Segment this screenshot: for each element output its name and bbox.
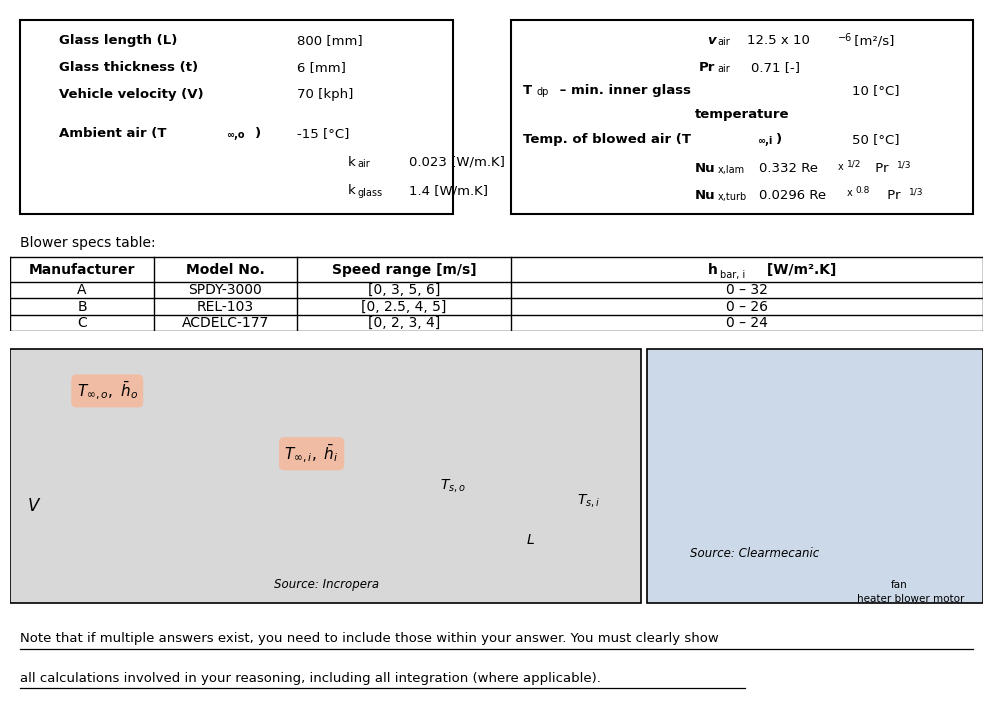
Text: 1/3: 1/3 (910, 188, 923, 197)
Text: air: air (717, 64, 730, 74)
Text: 0 – 24: 0 – 24 (726, 316, 768, 330)
FancyBboxPatch shape (20, 20, 453, 214)
Text: Source: Incropera: Source: Incropera (274, 578, 378, 591)
Text: $T_{s,i}$: $T_{s,i}$ (577, 492, 601, 509)
Text: 0.0296 Re: 0.0296 Re (760, 189, 826, 202)
Text: heater blower motor: heater blower motor (857, 594, 964, 604)
FancyBboxPatch shape (647, 349, 983, 603)
Text: Nu: Nu (695, 162, 715, 175)
Text: 800 [mm]: 800 [mm] (297, 35, 362, 47)
FancyBboxPatch shape (511, 20, 973, 214)
Text: 0 – 32: 0 – 32 (726, 283, 768, 297)
Text: $L$: $L$ (526, 533, 535, 547)
Text: Model No.: Model No. (186, 262, 265, 276)
Text: glass: glass (357, 188, 382, 197)
Text: Vehicle velocity (V): Vehicle velocity (V) (59, 88, 204, 101)
Text: 1.4 [W/m.K]: 1.4 [W/m.K] (409, 185, 488, 197)
Text: ∞,i: ∞,i (758, 136, 773, 146)
Text: A: A (77, 283, 86, 297)
Text: dp: dp (536, 87, 549, 97)
Text: $T_{\infty,i},\ \bar{h}_i$: $T_{\infty,i},\ \bar{h}_i$ (284, 443, 339, 465)
Text: 50 [°C]: 50 [°C] (852, 133, 900, 146)
Text: – min. inner glass: – min. inner glass (555, 84, 691, 97)
Text: 1/2: 1/2 (847, 160, 861, 168)
Text: bar, i: bar, i (720, 270, 745, 280)
Text: temperature: temperature (694, 109, 789, 121)
Text: k: k (348, 156, 355, 168)
Text: Glass thickness (t): Glass thickness (t) (59, 61, 198, 74)
Text: REL-103: REL-103 (197, 300, 254, 314)
Text: all calculations involved in your reasoning, including all integration (where ap: all calculations involved in your reason… (20, 672, 601, 685)
Text: 12.5 x 10: 12.5 x 10 (747, 35, 809, 47)
Text: $V$: $V$ (27, 497, 42, 515)
Text: x,lam: x,lam (717, 165, 745, 175)
Text: fan: fan (891, 580, 908, 589)
Text: T: T (522, 84, 532, 97)
Text: SPDY-3000: SPDY-3000 (189, 283, 262, 297)
Text: 10 [°C]: 10 [°C] (852, 84, 900, 97)
Text: 1/3: 1/3 (898, 161, 912, 170)
Text: [m²/s]: [m²/s] (850, 35, 894, 47)
Text: Source: Clearmecanic: Source: Clearmecanic (690, 547, 819, 560)
Text: Temp. of blowed air (T: Temp. of blowed air (T (522, 133, 691, 146)
Text: [0, 2, 3, 4]: [0, 2, 3, 4] (368, 316, 440, 330)
Text: Speed range [m/s]: Speed range [m/s] (332, 262, 477, 276)
Text: 0 – 26: 0 – 26 (726, 300, 768, 314)
Text: B: B (77, 300, 86, 314)
Text: Manufacturer: Manufacturer (29, 262, 135, 276)
Text: Note that if multiple answers exist, you need to include those within your answe: Note that if multiple answers exist, you… (20, 632, 718, 645)
Text: −6: −6 (838, 32, 852, 43)
Text: [W/m².K]: [W/m².K] (762, 262, 836, 276)
Text: air: air (357, 159, 370, 169)
Text: Nu: Nu (695, 189, 715, 202)
Text: 6 [mm]: 6 [mm] (297, 61, 346, 74)
Text: Pr: Pr (883, 189, 901, 202)
Text: h: h (708, 262, 718, 276)
Text: Ambient air (T: Ambient air (T (59, 127, 166, 140)
FancyBboxPatch shape (10, 349, 640, 603)
Text: ): ) (255, 127, 261, 140)
Text: $T_{\infty,o},\ \bar{h}_o$: $T_{\infty,o},\ \bar{h}_o$ (76, 380, 138, 402)
Text: 0.332 Re: 0.332 Re (760, 162, 818, 175)
Text: x: x (838, 161, 844, 172)
Text: 0.71 [-]: 0.71 [-] (752, 61, 800, 74)
Text: -15 [°C]: -15 [°C] (297, 127, 350, 140)
Text: $T_{s,o}$: $T_{s,o}$ (440, 477, 466, 494)
Text: 0.023 [W/m.K]: 0.023 [W/m.K] (409, 156, 504, 168)
Text: ∞,o: ∞,o (226, 130, 244, 140)
Text: Pr: Pr (871, 162, 889, 175)
Text: x: x (847, 188, 853, 199)
Text: 70 [kph]: 70 [kph] (297, 88, 354, 101)
Text: ACDELC-177: ACDELC-177 (182, 316, 269, 330)
Text: k: k (348, 185, 355, 197)
Text: Glass length (L): Glass length (L) (59, 35, 177, 47)
Text: ): ) (776, 133, 781, 146)
Text: Blower specs table:: Blower specs table: (20, 235, 155, 250)
Text: air: air (717, 37, 730, 47)
Text: C: C (77, 316, 86, 330)
Text: v: v (707, 35, 715, 47)
Text: x,turb: x,turb (717, 192, 747, 202)
Text: 0.8: 0.8 (856, 187, 870, 195)
Text: [0, 3, 5, 6]: [0, 3, 5, 6] (367, 283, 440, 297)
Text: Pr: Pr (699, 61, 715, 74)
Text: [0, 2.5, 4, 5]: [0, 2.5, 4, 5] (361, 300, 447, 314)
